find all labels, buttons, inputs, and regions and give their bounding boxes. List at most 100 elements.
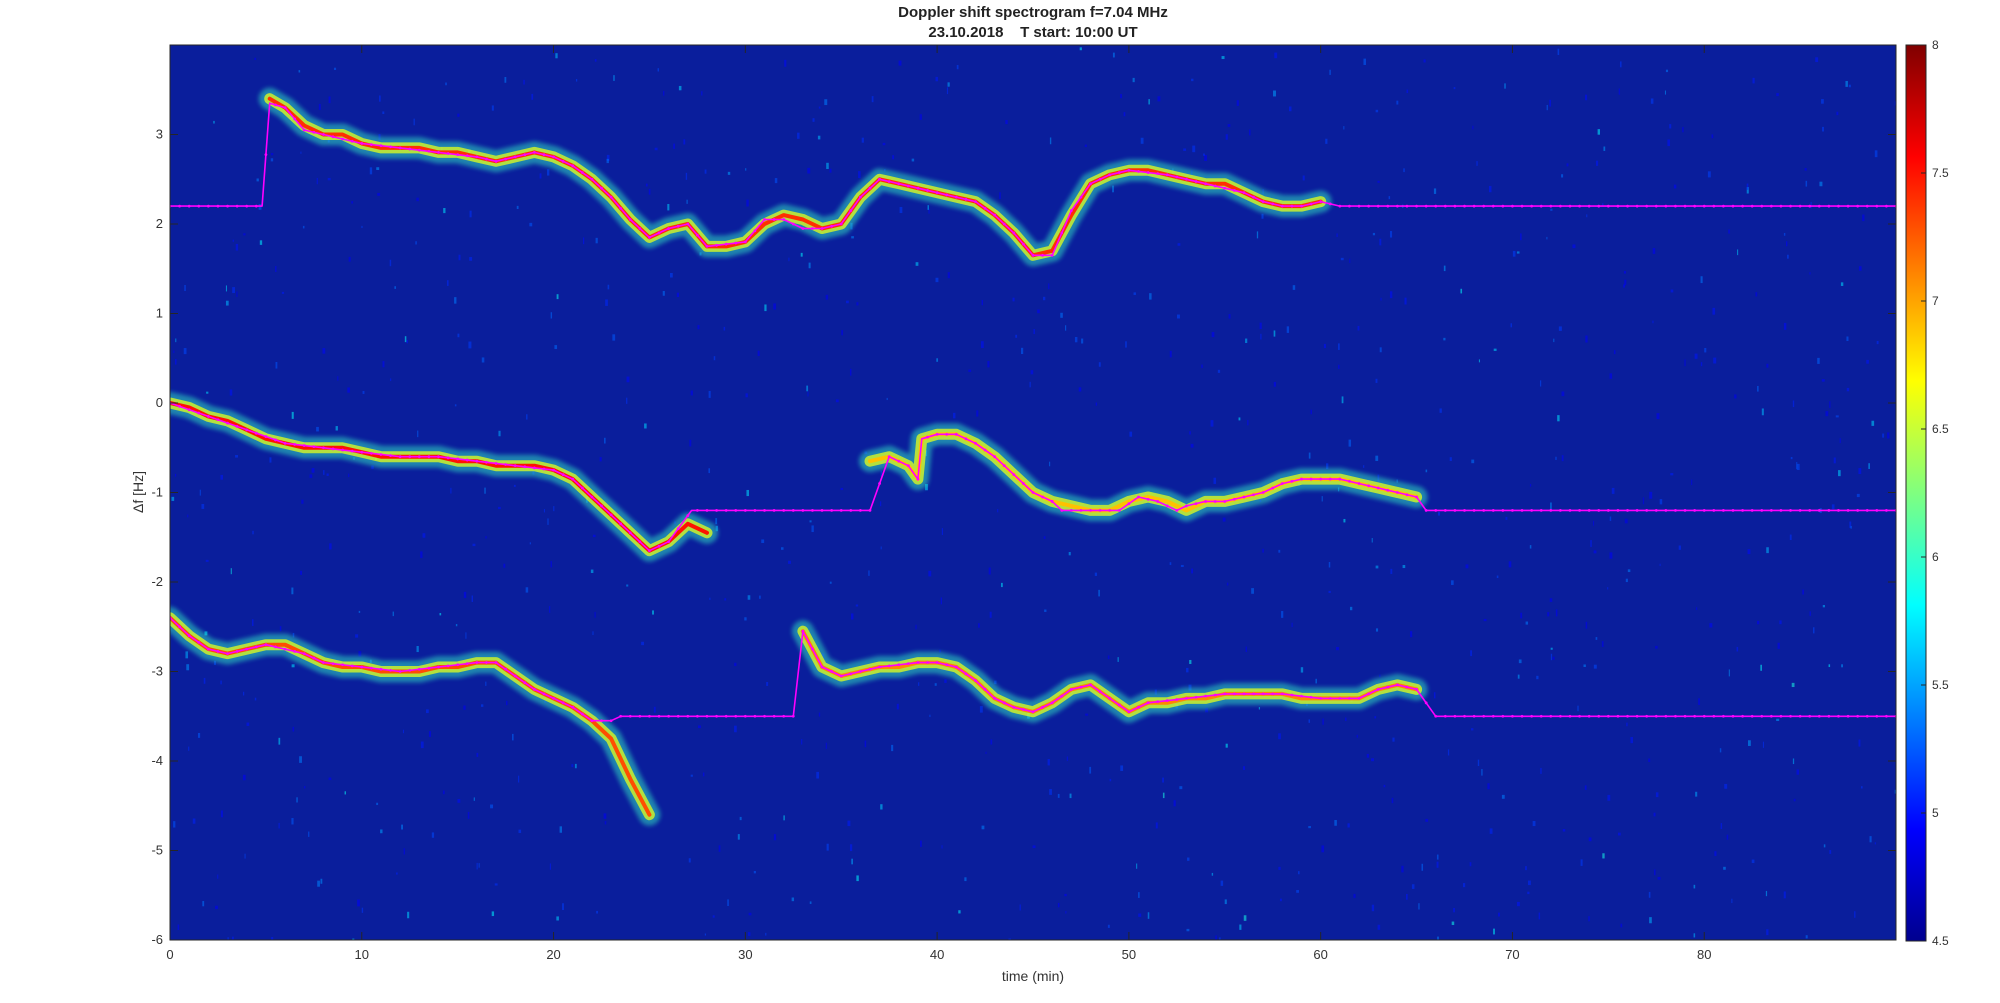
noise-speckle: [1315, 678, 1317, 684]
overlay-marker: [1031, 491, 1035, 494]
noise-speckle: [1550, 653, 1553, 661]
noise-speckle: [1162, 792, 1165, 799]
overlay-marker: [715, 243, 718, 247]
x-tick-label: 20: [546, 947, 560, 962]
overlay-marker: [1578, 509, 1581, 512]
noise-speckle: [1176, 314, 1180, 319]
noise-speckle: [206, 391, 209, 394]
noise-speckle: [1377, 180, 1380, 183]
overlay-marker: [887, 180, 891, 183]
noise-speckle: [1765, 890, 1768, 897]
overlay-marker: [782, 714, 786, 718]
overlay-marker: [868, 186, 872, 190]
overlay-marker: [1482, 204, 1486, 208]
overlay-marker: [1261, 491, 1265, 494]
overlay-marker: [916, 661, 920, 664]
noise-speckle: [1215, 935, 1217, 940]
noise-speckle: [1508, 561, 1512, 568]
noise-speckle: [1349, 606, 1353, 611]
noise-speckle: [939, 649, 941, 653]
noise-speckle: [1520, 233, 1522, 241]
noise-speckle: [1238, 417, 1241, 421]
noise-speckle: [773, 303, 777, 310]
noise-speckle: [292, 632, 295, 638]
noise-speckle: [1620, 923, 1623, 928]
overlay-marker: [1367, 692, 1371, 696]
overlay-marker: [293, 442, 297, 446]
noise-speckle: [1308, 452, 1311, 459]
noise-speckle: [1726, 834, 1729, 840]
noise-speckle: [1487, 783, 1490, 790]
overlay-marker: [983, 688, 987, 691]
noise-speckle: [1822, 604, 1825, 608]
overlay-marker: [350, 449, 354, 453]
overlay-marker: [408, 147, 412, 151]
noise-speckle: [1289, 106, 1292, 112]
noise-speckle: [1300, 667, 1304, 673]
overlay-marker: [1511, 204, 1514, 208]
noise-speckle: [531, 93, 534, 100]
noise-speckle: [1000, 582, 1003, 588]
overlay-marker: [302, 652, 306, 655]
overlay-marker: [820, 665, 824, 669]
overlay-marker: [1683, 509, 1687, 512]
noise-speckle: [554, 345, 558, 350]
overlay-marker: [485, 157, 488, 161]
overlay-marker: [801, 509, 805, 512]
overlay-marker: [753, 714, 757, 718]
overlay-marker: [667, 227, 671, 230]
overlay-marker: [763, 509, 766, 512]
noise-speckle: [1746, 183, 1749, 190]
noise-speckle: [171, 496, 175, 501]
overlay-marker: [609, 513, 613, 517]
noise-speckle: [1550, 502, 1552, 510]
noise-speckle: [523, 79, 525, 85]
overlay-marker: [1127, 168, 1131, 172]
noise-speckle: [745, 168, 747, 171]
noise-speckle: [1731, 898, 1733, 904]
noise-speckle: [1460, 288, 1463, 294]
overlay-marker: [580, 171, 584, 174]
overlay-marker: [743, 240, 747, 244]
noise-speckle: [928, 570, 932, 577]
overlay-marker: [1654, 714, 1658, 718]
overlay-marker: [446, 664, 450, 668]
overlay-marker: [887, 455, 891, 459]
overlay-marker: [187, 408, 191, 412]
noise-speckle: [1829, 850, 1832, 854]
noise-speckle: [1611, 487, 1615, 494]
noise-speckle: [491, 105, 494, 111]
noise-speckle: [1190, 443, 1194, 448]
noise-speckle: [1211, 332, 1215, 338]
overlay-marker: [245, 204, 249, 208]
noise-speckle: [296, 797, 298, 803]
noise-speckle: [1341, 396, 1344, 404]
noise-speckle: [1247, 419, 1249, 426]
colorbar: 4.5 5 5.5 6 6.5 7 7.5 8: [1905, 38, 1949, 948]
noise-speckle: [1138, 892, 1140, 898]
overlay-marker: [446, 152, 450, 155]
noise-speckle: [1510, 323, 1512, 328]
overlay-marker: [1319, 477, 1323, 481]
noise-speckle: [555, 53, 558, 59]
noise-speckle: [1098, 362, 1101, 367]
overlay-marker: [1511, 714, 1514, 718]
overlay-marker: [427, 455, 431, 459]
noise-speckle: [236, 291, 238, 297]
noise-speckle: [478, 863, 480, 868]
overlay-marker: [715, 714, 718, 718]
noise-speckle: [928, 208, 930, 214]
noise-speckle: [724, 598, 727, 601]
noise-speckle: [1155, 822, 1158, 829]
overlay-marker: [532, 151, 536, 154]
overlay-marker: [1089, 182, 1092, 186]
overlay-marker: [1491, 509, 1495, 512]
overlay-marker: [1348, 479, 1351, 483]
overlay-marker: [1846, 204, 1850, 208]
noise-speckle: [174, 359, 177, 365]
noise-speckle: [1278, 866, 1281, 870]
overlay-marker: [312, 130, 316, 134]
noise-speckle: [824, 99, 828, 106]
overlay-marker: [1290, 204, 1294, 208]
overlay-marker: [1117, 703, 1121, 707]
